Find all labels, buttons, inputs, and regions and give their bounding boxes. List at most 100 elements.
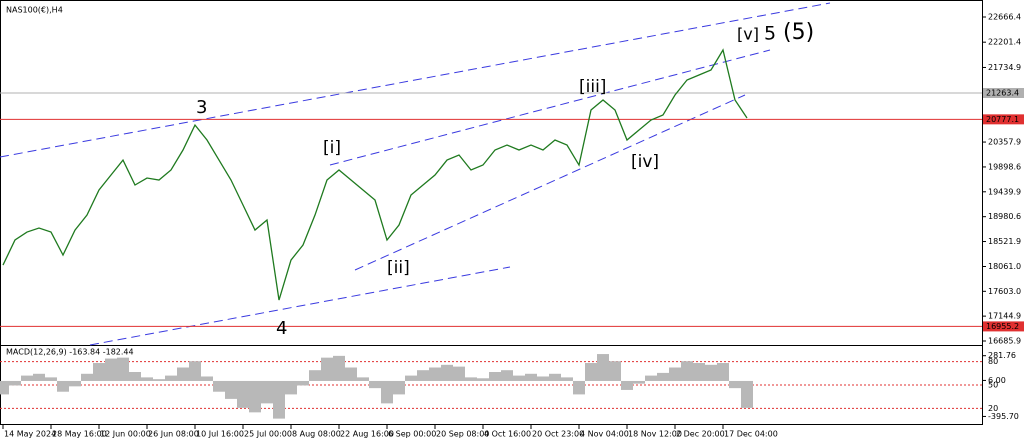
trend-line	[89, 266, 511, 346]
macd-bar	[693, 363, 705, 381]
wave-label: 5	[764, 23, 776, 45]
y-tick-label: 20357.9	[988, 138, 1021, 147]
macd-bar	[141, 377, 153, 381]
macd-bar	[9, 380, 21, 386]
x-tick-label: 8 Aug 08:00	[292, 430, 341, 439]
y-tick-label: 18980.6	[988, 212, 1021, 221]
x-tick-label: 28 May 16:00	[52, 430, 107, 439]
macd-bar	[321, 357, 333, 381]
macd-bar	[333, 355, 345, 381]
x-tick-label: 4 Oct 16:00	[484, 430, 531, 439]
x-tick-label: 6 Sep 00:00	[388, 430, 436, 439]
x-tick-label: 2 Dec 20:00	[676, 430, 725, 439]
x-tick-label: 12 Jun 00:00	[100, 430, 151, 439]
price-level-tag	[983, 321, 1024, 332]
macd-bar	[309, 370, 321, 381]
wave-label: [ii]	[387, 258, 410, 278]
macd-bar	[705, 364, 717, 381]
macd-bar	[345, 367, 357, 381]
macd-label: MACD(12,26,9) -163.84 -182.44	[6, 348, 134, 357]
macd-bar	[621, 380, 633, 390]
macd-bar	[201, 376, 213, 381]
macd-bar	[165, 375, 177, 381]
x-tick-label: 25 Jul 00:00	[244, 430, 292, 439]
macd-bar	[729, 380, 741, 389]
macd-bar	[393, 380, 405, 395]
level-label: 50	[988, 381, 998, 390]
macd-bar	[717, 363, 729, 381]
macd-bar	[153, 379, 165, 381]
macd-bar	[561, 377, 573, 381]
macd-bar	[489, 372, 501, 381]
x-tick-label: 14 May 2024	[4, 430, 56, 439]
y-tick-label: 18061.0	[988, 262, 1021, 271]
macd-frame	[0, 345, 983, 425]
macd-bar	[189, 361, 201, 381]
y-tick-label: 17603.0	[988, 287, 1021, 296]
wave-label: 4	[276, 318, 287, 339]
trend-lines	[0, 2, 831, 346]
macd-bar	[225, 380, 237, 399]
price-level-label: 21263.4	[986, 89, 1019, 98]
macd-bar	[465, 377, 477, 381]
x-tick-label: 10 Jul 16:00	[196, 430, 244, 439]
macd-bar	[645, 375, 657, 381]
macd-bar	[369, 380, 381, 389]
macd-bar	[45, 377, 57, 381]
trend-line	[329, 49, 771, 166]
y-tick-label: 16685.9	[988, 336, 1021, 345]
macd-bar	[297, 380, 309, 386]
macd-bar	[69, 380, 81, 387]
macd-bar	[273, 380, 285, 419]
macd-bar	[525, 373, 537, 381]
macd-bar	[477, 378, 489, 381]
macd-bar	[105, 358, 117, 381]
price-level-tag	[983, 114, 1024, 125]
macd-bar	[261, 380, 273, 404]
x-tick-label: 4 Nov 04:00	[580, 430, 629, 439]
x-tick-label: 17 Dec 04:00	[724, 430, 778, 439]
macd-bar	[441, 364, 453, 381]
wave-label: [iv]	[631, 152, 659, 172]
macd-bar	[513, 375, 525, 381]
macd-bar	[585, 363, 597, 381]
x-tick-label: 22 Aug 16:00	[340, 430, 394, 439]
macd-bar	[741, 380, 753, 408]
wave-label: 3	[196, 97, 207, 118]
macd-bar	[501, 370, 513, 381]
x-tick-label: 20 Sep 08:00	[436, 430, 489, 439]
y-tick-label: 22666.4	[988, 12, 1021, 21]
x-tick-label: 20 Oct 23:00	[532, 430, 584, 439]
macd-tick-label: 6.00	[988, 376, 1006, 385]
macd-bar	[249, 380, 261, 413]
macd-bar	[93, 363, 105, 381]
macd-bar	[21, 375, 33, 381]
macd-bar	[417, 370, 429, 381]
macd-bar	[237, 380, 249, 408]
macd-bar	[453, 366, 465, 381]
price-level-label: 16955.2	[986, 322, 1019, 331]
wave-label: [i]	[323, 138, 341, 158]
macd-tick-label: 281.76	[988, 351, 1016, 360]
macd-bar	[57, 380, 69, 392]
macd-bar	[285, 380, 297, 395]
y-tick-label: 17144.9	[988, 312, 1021, 321]
macd-bar	[429, 367, 441, 381]
level-label: 80	[988, 357, 998, 366]
y-tick-label: 19898.6	[988, 162, 1021, 171]
macd-bar	[669, 367, 681, 381]
macd-bar	[681, 361, 693, 381]
macd-tick-label: -395.70	[988, 412, 1019, 421]
y-tick-label: 18521.9	[988, 237, 1021, 246]
trend-line	[0, 2, 831, 158]
price-line	[2, 48, 748, 301]
symbol-title: NAS100(€),H4	[6, 6, 63, 15]
wave-label: (5)	[783, 20, 814, 45]
main-frame	[0, 0, 983, 346]
y-tick-label: 21734.9	[988, 63, 1021, 72]
x-tick-label: 18 Nov 12:00	[628, 430, 682, 439]
y-tick-label: 22201.4	[988, 38, 1021, 47]
macd-bar	[573, 380, 585, 395]
price-level-tag	[983, 88, 1024, 99]
